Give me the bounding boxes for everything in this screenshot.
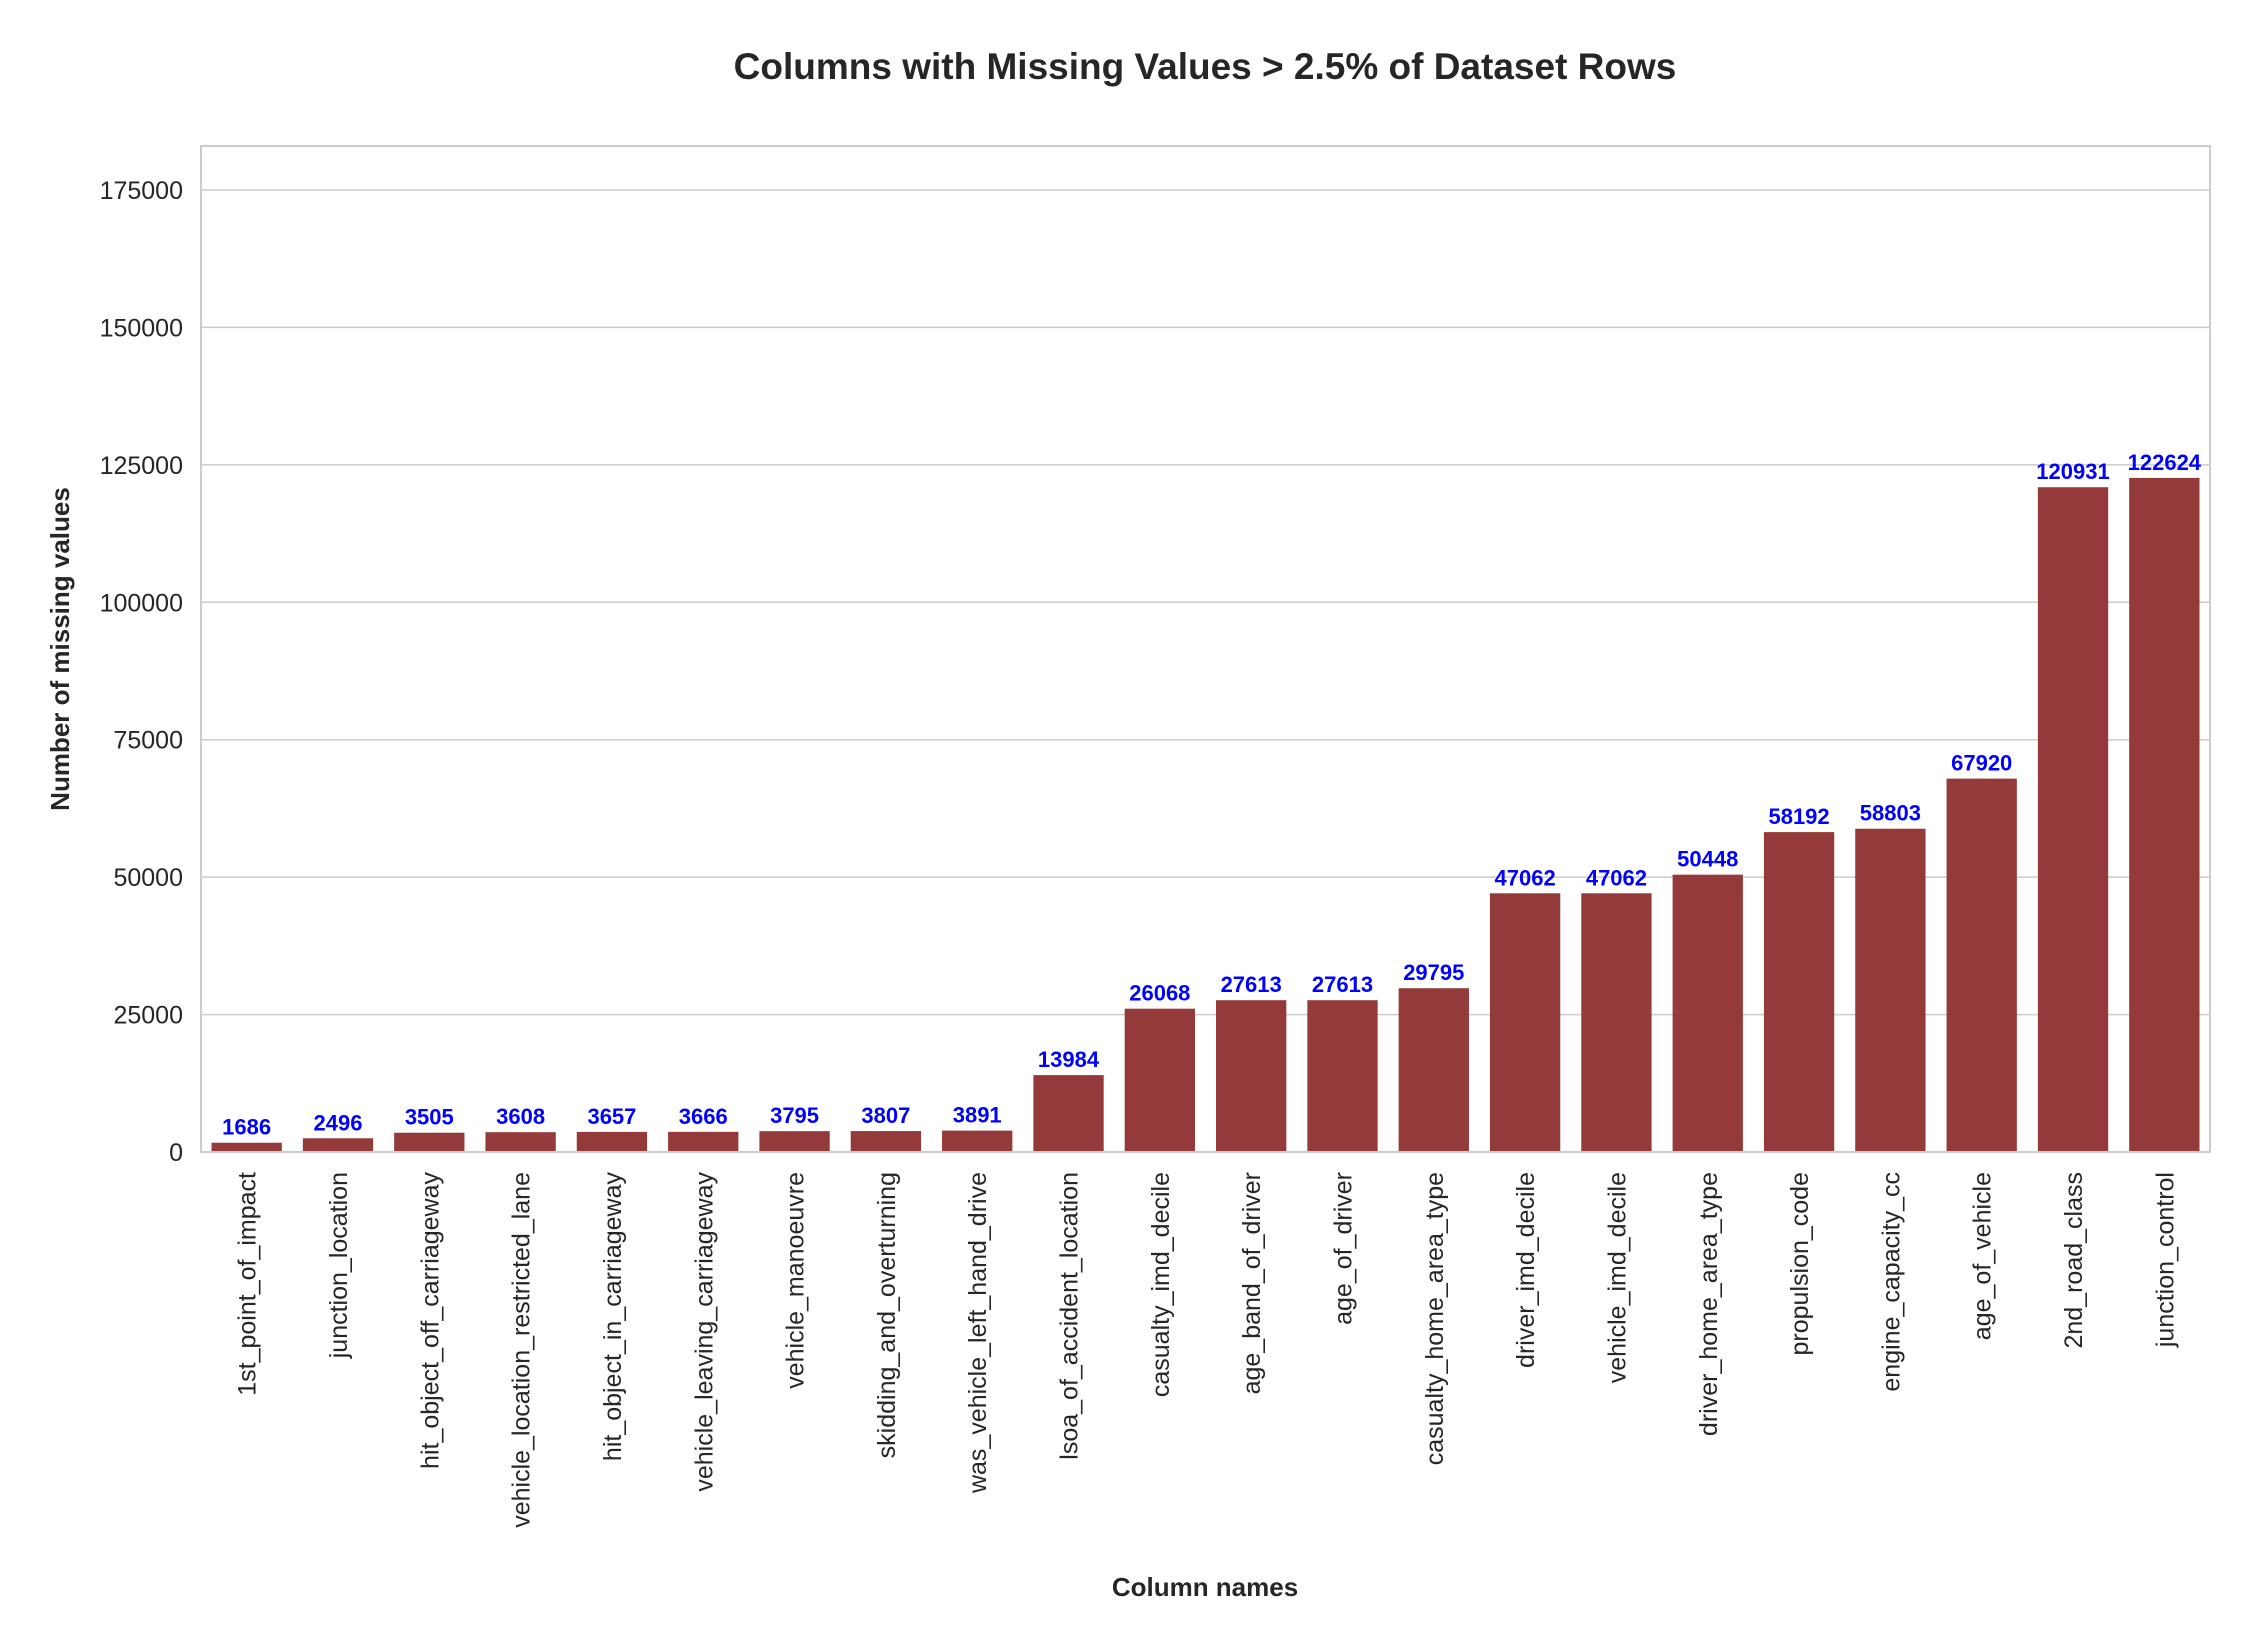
bar xyxy=(1033,1075,1104,1152)
bar xyxy=(850,1131,922,1152)
x-tick-label: was_vehicle_left_hand_drive xyxy=(964,1172,992,1494)
x-tick-label: 2nd_road_class xyxy=(2060,1172,2088,1349)
bar-value-label: 1686 xyxy=(222,1115,271,1140)
bar xyxy=(1216,1000,1287,1152)
bar-value-label: 120931 xyxy=(2036,459,2109,484)
x-tick-label: vehicle_location_restricted_lane xyxy=(508,1172,536,1528)
bar-value-label: 58192 xyxy=(1768,804,1829,829)
bar-value-label: 58803 xyxy=(1860,801,1921,826)
y-tick-label: 100000 xyxy=(100,589,183,617)
x-tick-label: casualty_home_area_type xyxy=(1421,1172,1449,1465)
y-tick-label: 0 xyxy=(169,1139,183,1167)
bar xyxy=(942,1130,1013,1152)
bar xyxy=(759,1131,830,1152)
x-tick-label: hit_object_off_carriageway xyxy=(416,1172,444,1469)
bar xyxy=(2037,487,2109,1152)
bar xyxy=(1763,832,1835,1152)
y-tick-label: 50000 xyxy=(113,864,183,892)
bar xyxy=(1672,874,1743,1152)
x-tick-label: driver_imd_decile xyxy=(1512,1172,1540,1368)
x-tick-label: age_band_of_driver xyxy=(1238,1172,1266,1394)
x-axis-label: Column names xyxy=(1112,1572,1298,1602)
bar xyxy=(1124,1008,1195,1152)
bar xyxy=(1489,893,1561,1152)
bar-value-label: 3657 xyxy=(587,1104,636,1129)
bar xyxy=(211,1142,282,1152)
bar-value-label: 3666 xyxy=(679,1104,728,1129)
bar-value-label: 67920 xyxy=(1951,751,2012,776)
bar-value-label: 3891 xyxy=(953,1103,1002,1128)
bar xyxy=(1581,893,1652,1152)
plot-frame xyxy=(200,145,2211,1153)
x-tick-label: lsoa_of_accident_location xyxy=(1056,1172,1084,1460)
bar xyxy=(576,1131,648,1152)
gridlines xyxy=(201,189,2210,1153)
y-tick-label: 25000 xyxy=(113,1002,183,1030)
bar xyxy=(1946,778,2017,1152)
bar xyxy=(394,1132,465,1152)
x-tick-label: junction_control xyxy=(2151,1172,2179,1348)
bar-value-label: 27613 xyxy=(1312,972,1373,997)
x-tick-label: hit_object_in_carriageway xyxy=(599,1172,627,1462)
bar-value-label: 47062 xyxy=(1495,865,1556,890)
bar-value-labels: 1686 2496 3505 3608 3657 3666 3795 3807 3891 1398… xyxy=(222,450,2202,1140)
bar xyxy=(1855,828,1926,1152)
bar-value-label: 3807 xyxy=(861,1103,910,1128)
x-axis-ticks: 1st_point_of_impact junction_location hit_… xyxy=(234,1172,2180,1528)
x-tick-label: vehicle_leaving_carriageway xyxy=(690,1172,718,1492)
x-tick-label: driver_home_area_type xyxy=(1695,1172,1723,1436)
x-tick-label: skidding_and_overturning xyxy=(873,1172,901,1458)
bar-value-label: 13984 xyxy=(1038,1047,1100,1072)
y-tick-label: 175000 xyxy=(100,177,183,205)
y-axis-label: Number of missing values xyxy=(45,487,75,811)
bar-value-label: 50448 xyxy=(1677,847,1738,872)
y-tick-label: 150000 xyxy=(100,314,183,342)
y-tick-label: 125000 xyxy=(100,452,183,480)
bar xyxy=(485,1132,556,1152)
x-tick-label: casualty_imd_decile xyxy=(1147,1172,1175,1397)
y-axis-ticks: 0 25000 50000 75000 100000 125000 150000 175000 xyxy=(100,177,183,1167)
bar xyxy=(302,1138,374,1152)
x-tick-label: junction_location xyxy=(325,1172,353,1359)
chart-title: Columns with Missing Values > 2.5% of Da… xyxy=(734,46,1677,87)
bar-value-label: 122624 xyxy=(2128,450,2202,475)
x-tick-label: propulsion_code xyxy=(1786,1172,1814,1355)
y-tick-label: 75000 xyxy=(113,727,183,755)
bar-value-label: 47062 xyxy=(1586,865,1647,890)
bar-value-label: 3505 xyxy=(405,1105,454,1130)
bar xyxy=(2129,477,2200,1152)
x-tick-label: age_of_vehicle xyxy=(1969,1172,1997,1340)
bar-value-label: 3795 xyxy=(770,1103,819,1128)
x-tick-label: engine_capacity_cc xyxy=(1877,1172,1905,1392)
bar-value-label: 27613 xyxy=(1221,972,1282,997)
bar-value-label: 3608 xyxy=(496,1104,545,1129)
x-tick-label: age_of_driver xyxy=(1329,1172,1357,1325)
bar-value-label: 2496 xyxy=(314,1110,363,1135)
bars xyxy=(211,477,2200,1152)
bar-value-label: 26068 xyxy=(1129,981,1190,1006)
x-tick-label: 1st_point_of_impact xyxy=(234,1172,262,1396)
bar xyxy=(1398,988,1469,1152)
bar-value-label: 29795 xyxy=(1403,960,1464,985)
bar xyxy=(1307,1000,1378,1152)
x-tick-label: vehicle_imd_decile xyxy=(1603,1172,1631,1383)
bar xyxy=(668,1131,739,1152)
x-tick-label: vehicle_manoeuvre xyxy=(782,1172,810,1389)
